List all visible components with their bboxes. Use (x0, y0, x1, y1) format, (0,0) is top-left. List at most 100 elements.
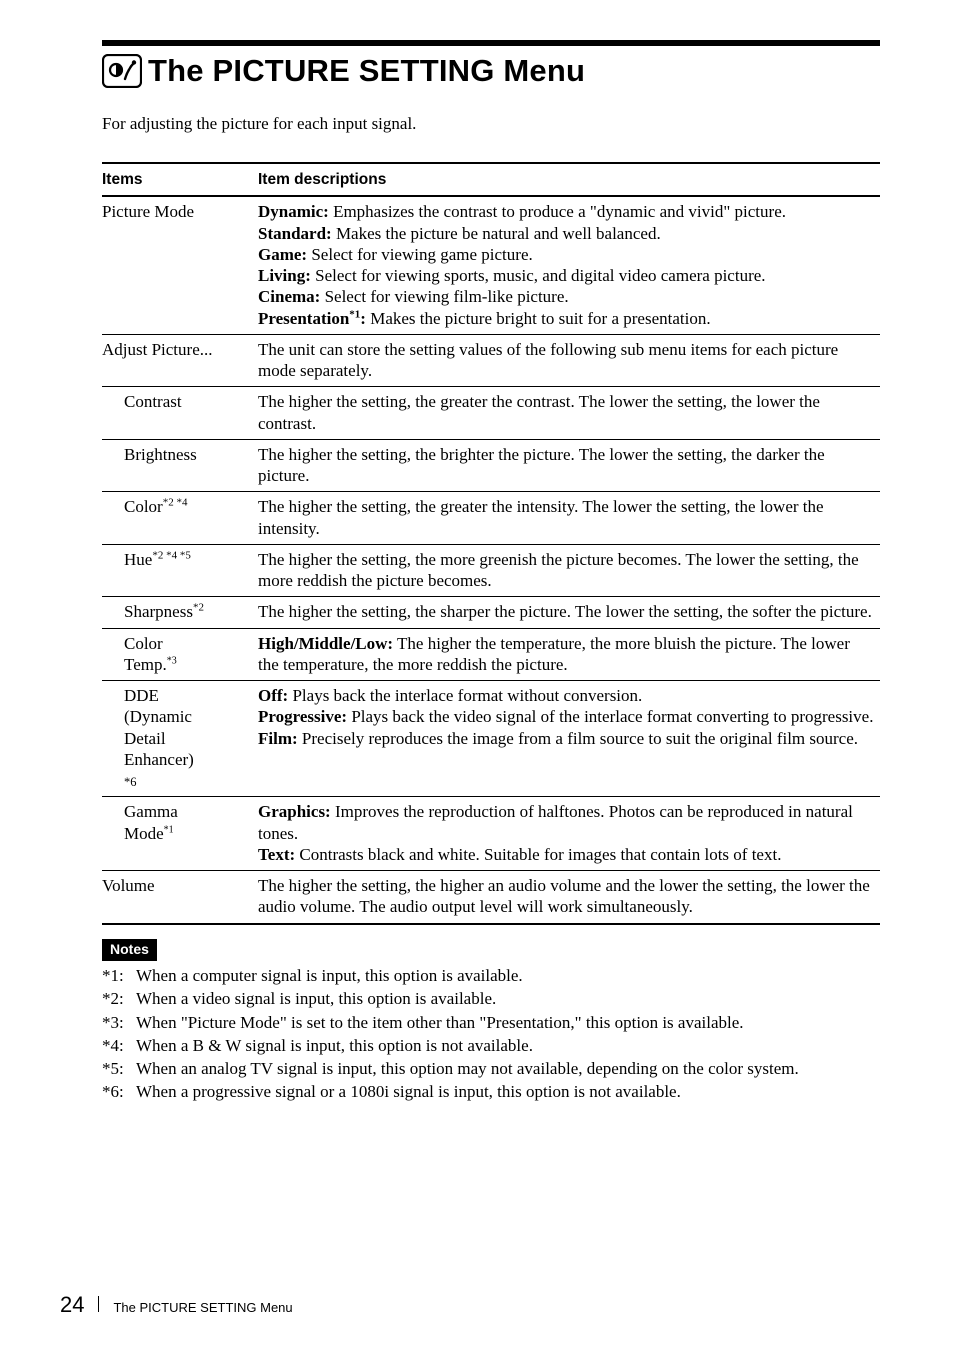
key-graphics: Graphics: (258, 802, 331, 821)
row-dde: DDE (Dynamic Detail Enhancer) *6 Off: Pl… (102, 681, 880, 797)
desc-dde: Off: Plays back the interlace format wit… (258, 681, 880, 797)
gamma-l2: Mode (124, 824, 164, 843)
note-3-num: *3: (102, 1012, 130, 1033)
notes-list: *1: When a computer signal is input, this… (102, 965, 880, 1103)
desc-volume: The higher the setting, the higher an au… (258, 871, 880, 924)
label-hue: Hue*2 *4 *5 (102, 544, 258, 597)
val-text: Contrasts black and white. Suitable for … (295, 845, 781, 864)
val-off: Plays back the interlace format without … (288, 686, 642, 705)
key-dynamic: Dynamic: (258, 202, 329, 221)
note-2-num: *2: (102, 988, 130, 1009)
note-1-num: *1: (102, 965, 130, 986)
desc-brightness: The higher the setting, the brighter the… (258, 439, 880, 492)
note-6-num: *6: (102, 1081, 130, 1102)
note-5: *5: When an analog TV signal is input, th… (102, 1058, 880, 1079)
desc-hue: The higher the setting, the more greenis… (258, 544, 880, 597)
label-sharpness: Sharpness*2 (102, 597, 258, 628)
settings-table: Items Item descriptions Picture Mode Dyn… (102, 162, 880, 925)
note-4-num: *4: (102, 1035, 130, 1056)
key-presentation: Presentation (258, 309, 349, 328)
row-colortemp: Color Temp.*3 High/Middle/Low: The higher… (102, 628, 880, 681)
desc-colortemp: High/Middle/Low: The higher the temperat… (258, 628, 880, 681)
note-3-text: When "Picture Mode" is set to the item o… (136, 1012, 744, 1033)
row-gamma: Gamma Mode*1 Graphics: Improves the repro… (102, 797, 880, 871)
val-presentation: Makes the picture bright to suit for a p… (366, 309, 711, 328)
note-5-num: *5: (102, 1058, 130, 1079)
key-living: Living: (258, 266, 311, 285)
row-volume: Volume The higher the setting, the highe… (102, 871, 880, 924)
desc-contrast: The higher the setting, the greater the … (258, 387, 880, 440)
desc-adjust: The unit can store the setting values of… (258, 334, 880, 387)
key-cinema: Cinema: (258, 287, 320, 306)
label-color: Color*2 *4 (102, 492, 258, 545)
intro-text: For adjusting the picture for each input… (102, 113, 880, 134)
val-game: Select for viewing game picture. (307, 245, 533, 264)
picture-setting-icon (102, 54, 142, 88)
note-1: *1: When a computer signal is input, this… (102, 965, 880, 986)
sup-colortemp: *3 (167, 655, 177, 666)
label-gamma: Gamma Mode*1 (102, 797, 258, 871)
key-film: Film: (258, 729, 298, 748)
val-prog: Plays back the video signal of the inter… (347, 707, 873, 726)
sup-presentation: *1 (349, 308, 360, 320)
label-hue-text: Hue (124, 550, 152, 569)
row-adjust-picture: Adjust Picture... The unit can store the… (102, 334, 880, 387)
gamma-l1: Gamma (124, 802, 178, 821)
note-1-text: When a computer signal is input, this op… (136, 965, 523, 986)
title-row: The PICTURE SETTING Menu (102, 52, 880, 91)
label-dde: DDE (Dynamic Detail Enhancer) *6 (102, 681, 258, 797)
desc-color: The higher the setting, the greater the … (258, 492, 880, 545)
label-color-text: Color (124, 497, 163, 516)
row-sharpness: Sharpness*2 The higher the setting, the … (102, 597, 880, 628)
footer-separator (98, 1296, 99, 1312)
label-contrast: Contrast (102, 387, 258, 440)
note-2: *2:When a video signal is input, this op… (102, 988, 880, 1009)
desc-picture-mode: Dynamic: Emphasizes the contrast to prod… (258, 196, 880, 334)
sup-gamma: *1 (164, 824, 174, 835)
footer: 24 The PICTURE SETTING Menu (60, 1291, 293, 1319)
note-6: *6: When a progressive signal or a 1080i … (102, 1081, 880, 1102)
key-standard: Standard: (258, 224, 332, 243)
desc-sharpness: The higher the setting, the sharper the … (258, 597, 880, 628)
top-divider (102, 40, 880, 46)
notes-heading: Notes (102, 939, 157, 962)
label-picture-mode: Picture Mode (102, 196, 258, 334)
table-header-row: Items Item descriptions (102, 163, 880, 196)
dde-l2: (Dynamic (124, 707, 192, 726)
key-off: Off: (258, 686, 288, 705)
page-title: The PICTURE SETTING Menu (148, 52, 585, 91)
note-6-text: When a progressive signal or a 1080i sig… (136, 1081, 681, 1102)
page-number: 24 (60, 1291, 84, 1319)
sup-color: *2 *4 (163, 497, 188, 509)
sup-hue: *2 *4 *5 (152, 549, 191, 561)
key-game: Game: (258, 245, 307, 264)
val-dynamic: Emphasizes the contrast to produce a "dy… (329, 202, 786, 221)
row-color: Color*2 *4 The higher the setting, the g… (102, 492, 880, 545)
footer-caption: The PICTURE SETTING Menu (113, 1300, 292, 1316)
val-film: Precisely reproduces the image from a fi… (298, 729, 858, 748)
label-colortemp-2: Temp. (124, 655, 167, 674)
dde-l1: DDE (124, 686, 159, 705)
row-contrast: Contrast The higher the setting, the gre… (102, 387, 880, 440)
desc-gamma: Graphics: Improves the reproduction of h… (258, 797, 880, 871)
val-graphics: Improves the reproduction of halftones. … (258, 802, 853, 842)
label-brightness: Brightness (102, 439, 258, 492)
label-colortemp: Color Temp.*3 (102, 628, 258, 681)
sup-sharpness: *2 (193, 602, 204, 614)
label-volume: Volume (102, 871, 258, 924)
note-5-text: When an analog TV signal is input, this … (136, 1058, 799, 1079)
dde-l5: *6 (124, 775, 137, 789)
val-standard: Makes the picture be natural and well ba… (332, 224, 661, 243)
dde-l4: Enhancer) (124, 750, 194, 769)
row-brightness: Brightness The higher the setting, the b… (102, 439, 880, 492)
note-3: *3: When "Picture Mode" is set to the ite… (102, 1012, 880, 1033)
dde-l3: Detail (124, 729, 166, 748)
note-4-text: When a B & W signal is input, this optio… (136, 1035, 533, 1056)
label-sharpness-text: Sharpness (124, 602, 193, 621)
row-picture-mode: Picture Mode Dynamic: Emphasizes the con… (102, 196, 880, 334)
label-adjust: Adjust Picture... (102, 334, 258, 387)
label-colortemp-1: Color (124, 634, 163, 653)
val-living: Select for viewing sports, music, and di… (311, 266, 766, 285)
row-hue: Hue*2 *4 *5 The higher the setting, the … (102, 544, 880, 597)
key-prog: Progressive: (258, 707, 347, 726)
